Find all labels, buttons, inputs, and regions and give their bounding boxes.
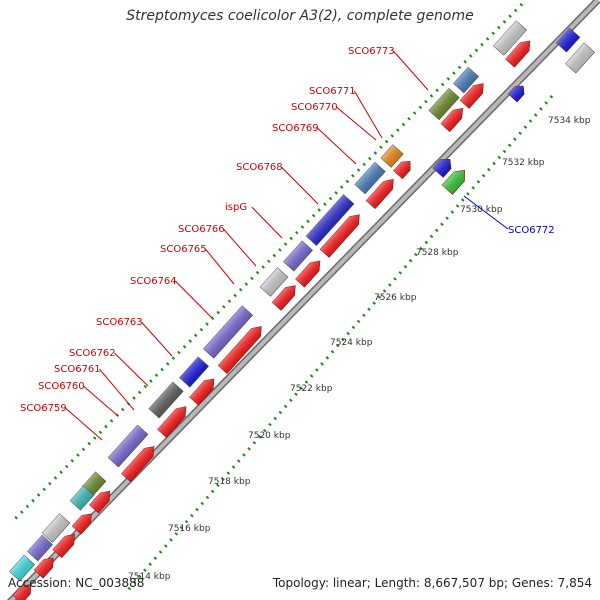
gene-arrow — [393, 161, 411, 180]
gene-arrow — [295, 260, 321, 288]
gene-label: SCO6760 — [38, 381, 85, 392]
label-leader-line — [353, 90, 383, 139]
gene-label: ispG — [225, 202, 247, 213]
ruler-dots — [12, 2, 554, 591]
feature-track — [9, 20, 595, 600]
ruler-labels: 7534 kbp 7532 kbp 7530 kbp 7528 kbp 7526 kbp… — [128, 116, 591, 582]
label-leader-line — [114, 352, 149, 387]
gene-arrow — [89, 490, 111, 514]
gene-label: SCO6765 — [160, 244, 207, 255]
gene-block — [27, 534, 53, 562]
gene-arrow — [189, 378, 215, 406]
gene-block — [493, 20, 527, 56]
gene-label: SCO6772 — [508, 225, 555, 236]
label-leader-line — [463, 195, 509, 230]
ruler-dots-upper — [12, 2, 524, 522]
gene-block — [107, 424, 149, 468]
gene-label: SCO6763 — [96, 317, 143, 328]
map-title: Streptomyces coelicolor A3(2), complete … — [126, 8, 474, 24]
gene-arrow — [432, 159, 452, 178]
ruler-tick-label: 7516 kbp — [168, 524, 211, 534]
gene-label: SCO6771 — [309, 86, 356, 97]
gene-block — [283, 240, 313, 272]
label-leader-line — [83, 385, 119, 417]
label-leader-line — [317, 127, 357, 165]
gene-arrow — [459, 83, 484, 109]
gene-label: SCO6768 — [236, 162, 283, 173]
ruler-tick-label: 7520 kbp — [248, 431, 291, 441]
gene-arrow — [507, 85, 525, 103]
ruler-tick-label: 7530 kbp — [460, 205, 503, 215]
gene-arrow — [441, 170, 465, 195]
ruler-tick-label: 7522 kbp — [290, 384, 333, 394]
gene-block — [179, 356, 209, 388]
ruler-tick-label: 7524 kbp — [330, 338, 373, 348]
gene-block — [380, 144, 404, 168]
ruler-tick-label: 7514 kbp — [128, 572, 171, 582]
gene-label: SCO6759 — [20, 403, 67, 414]
gene-block — [428, 87, 460, 121]
ruler-tick-label: 7532 kbp — [502, 158, 545, 168]
gene-arrow — [319, 214, 360, 258]
label-leader-line — [141, 321, 173, 357]
gene-block — [203, 305, 253, 359]
gene-label: SCO6773 — [348, 46, 395, 57]
gene-block — [259, 267, 289, 297]
gene-arrow — [121, 446, 155, 482]
label-leader-line — [175, 280, 213, 319]
gene-labels: SCO6773SCO6771SCO6770SCO6769SCO6768ispGS… — [20, 46, 555, 414]
gene-label: SCO6769 — [272, 123, 319, 134]
label-leader-line — [251, 206, 283, 239]
gene-label: SCO6766 — [178, 224, 225, 235]
gene-block — [555, 27, 581, 53]
gene-block — [354, 161, 386, 195]
gene-arrow — [33, 557, 54, 579]
gene-arrow — [52, 534, 75, 559]
gene-block — [9, 554, 35, 582]
label-leader-line — [281, 166, 319, 205]
label-leader-line — [393, 50, 429, 91]
gene-arrow — [157, 406, 187, 438]
gene-block — [453, 66, 479, 94]
gene-block — [565, 42, 595, 74]
genome-summary-text: Topology: linear; Length: 8,667,507 bp; … — [272, 576, 592, 590]
ruler-tick-label: 7528 kbp — [416, 248, 459, 258]
label-leader-line — [205, 248, 235, 285]
gene-arrow — [271, 285, 296, 311]
label-leader-line — [336, 106, 377, 141]
gene-block — [305, 194, 355, 246]
gene-arrow — [365, 179, 394, 210]
gene-arrow — [217, 326, 262, 374]
label-leaders — [65, 50, 509, 441]
gene-label: SCO6764 — [130, 276, 177, 287]
gene-label: SCO6770 — [291, 102, 338, 113]
gene-arrow — [440, 108, 463, 133]
gene-arrow — [505, 40, 531, 68]
gene-arrow — [71, 513, 92, 535]
gene-label: SCO6761 — [54, 364, 101, 375]
gene-label: SCO6762 — [69, 348, 116, 359]
label-leader-line — [223, 228, 257, 267]
gene-block — [41, 513, 71, 543]
accession-text: Accession: NC_003888 — [8, 576, 145, 590]
ruler-tick-label: 7526 kbp — [374, 293, 417, 303]
ruler-tick-label: 7518 kbp — [208, 477, 251, 487]
gene-arrow — [12, 584, 31, 600]
label-leader-line — [99, 368, 135, 411]
gene-block — [69, 485, 95, 511]
ruler-tick-label: 7534 kbp — [548, 116, 591, 126]
gene-block — [148, 381, 184, 419]
label-leader-line — [65, 407, 103, 441]
